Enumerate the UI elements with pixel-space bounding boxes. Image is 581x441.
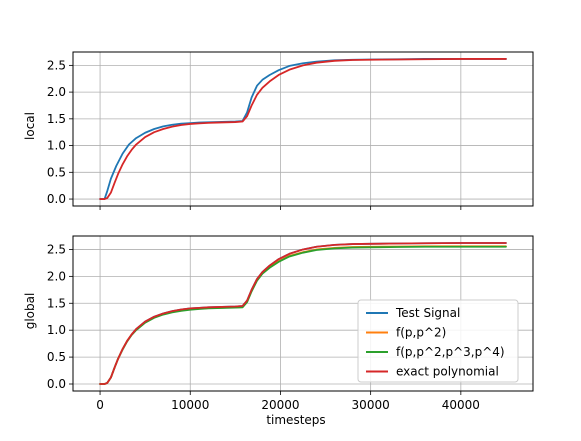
x-tick-label: 20000 xyxy=(261,398,299,412)
xlabel-global: timesteps xyxy=(266,413,325,427)
x-tick-label: 0 xyxy=(96,398,104,412)
y-tick-label: 1.5 xyxy=(47,112,66,126)
series-line-exact-polynomial xyxy=(99,58,507,200)
legend-entry: f(p,p^2) xyxy=(396,326,446,340)
y-tick-label: 2.5 xyxy=(47,58,66,72)
y-tick-label: 1.5 xyxy=(47,296,66,310)
x-tick-label: 30000 xyxy=(352,398,390,412)
axes-frame-local xyxy=(72,51,534,207)
y-tick-label: 0.5 xyxy=(47,350,66,364)
series-group-local xyxy=(99,58,507,200)
y-tick-label: 2.0 xyxy=(47,85,66,99)
y-tick-label: 0.0 xyxy=(47,192,66,206)
y-tick-label: 2.5 xyxy=(47,242,66,256)
series-line-exact-polynomial xyxy=(99,242,507,385)
y-tick-label: 2.0 xyxy=(47,269,66,283)
legend-entry: Test Signal xyxy=(395,306,460,320)
legend-entry: f(p,p^2,p^3,p^4) xyxy=(396,345,505,359)
series-group-global xyxy=(99,242,507,385)
y-tick-label: 0.5 xyxy=(47,165,66,179)
y-tick-label: 1.0 xyxy=(47,139,66,153)
ylabel-local: local xyxy=(23,112,37,140)
axes-frame-global xyxy=(72,235,534,392)
subplot-local: 0.0 0.5 1.0 1.5 2.0 2.5 local xyxy=(23,51,534,210)
ticks-local: 0.0 0.5 1.0 1.5 2.0 2.5 xyxy=(47,58,462,210)
ylabel-global: global xyxy=(23,293,37,330)
y-tick-label: 0.0 xyxy=(47,377,66,391)
legend: Test Signal f(p,p^2) f(p,p^2,p^3,p^4) exact… xyxy=(357,299,519,383)
legend-entry: exact polynomial xyxy=(396,365,499,379)
legend-box xyxy=(357,299,519,383)
ticks-global: 0 10000 20000 30000 40000 0.0 0.5 1.0 1.5 2.0 2.5 xyxy=(47,242,480,412)
y-tick-label: 1.0 xyxy=(47,323,66,337)
x-tick-label: 40000 xyxy=(442,398,480,412)
x-tick-label: 10000 xyxy=(171,398,209,412)
